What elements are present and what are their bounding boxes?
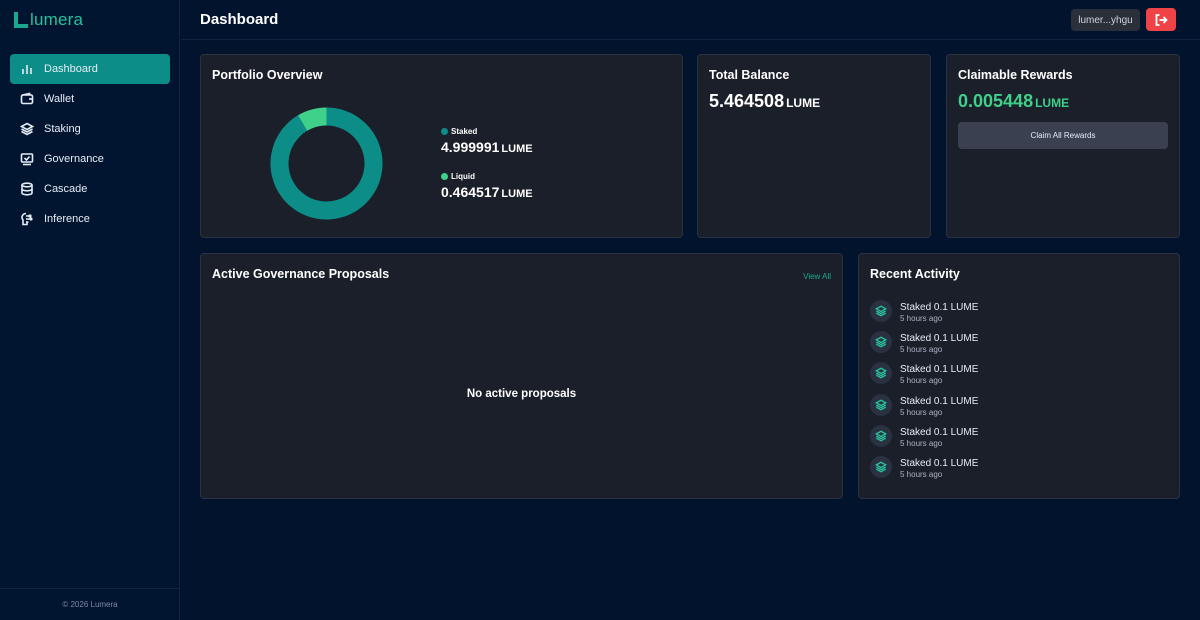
activity-time: 5 hours ago: [900, 314, 943, 323]
legend-liquid: Liquid 0.464517 LUME: [441, 172, 533, 200]
activity-title: Staked 0.1 LUME: [900, 395, 979, 407]
top-bar: Dashboard lumer...yhgu: [181, 0, 1200, 40]
wallet-address-button[interactable]: lumer...yhgu: [1071, 9, 1140, 31]
activity-title: Staked 0.1 LUME: [900, 364, 979, 376]
staked-unit: LUME: [501, 143, 533, 155]
sidebar-item-label: Staking: [44, 123, 81, 135]
card-title: Portfolio Overview: [212, 68, 323, 82]
database-icon: [21, 182, 33, 196]
rewards-amount: 0.005448 LUME: [958, 91, 1069, 112]
sidebar-item-wallet[interactable]: Wallet: [10, 84, 170, 114]
copyright-footer: © 2026 Lumera: [0, 588, 180, 620]
sidebar-item-cascade[interactable]: Cascade: [10, 174, 170, 204]
activity-item[interactable]: Staked 0.1 LUME 5 hours ago: [870, 455, 1170, 487]
card-title: Claimable Rewards: [958, 68, 1073, 82]
total-balance-card: Total Balance 5.464508 LUME: [697, 54, 931, 238]
stake-layers-icon: [870, 424, 892, 447]
lumera-logo[interactable]: lumera: [14, 10, 83, 30]
legend-staked: Staked 4.999991 LUME: [441, 127, 533, 155]
activity-time: 5 hours ago: [900, 407, 943, 417]
sidebar-item-label: Governance: [44, 153, 104, 165]
total-balance-amount: 5.464508 LUME: [709, 91, 820, 112]
activity-title: Staked 0.1 LUME: [900, 457, 979, 469]
activity-title: Staked 0.1 LUME: [900, 426, 979, 438]
portfolio-donut-chart: [270, 107, 383, 220]
stake-layers-icon: [870, 300, 892, 322]
stake-layers-icon: [870, 455, 892, 478]
logo-mark-icon: [14, 12, 28, 28]
stake-layers-icon: [870, 331, 892, 354]
sidebar-item-label: Wallet: [44, 93, 75, 105]
donut-slice-staked[interactable]: [270, 107, 383, 220]
staked-color-dot: [441, 128, 448, 135]
logo-text: lumera: [30, 10, 84, 29]
wallet-icon: [20, 92, 34, 105]
page-title: Dashboard: [200, 11, 279, 28]
bar-chart-icon: [22, 65, 32, 74]
sidebar-item-label: Dashboard: [44, 63, 98, 75]
logout-icon: [1155, 13, 1168, 26]
card-title: Active Governance Proposals: [212, 267, 390, 281]
activity-item[interactable]: Staked 0.1 LUME 5 hours ago: [870, 424, 1170, 456]
sidebar-item-inference[interactable]: Inference: [10, 204, 170, 234]
activity-time: 5 hours ago: [900, 438, 943, 448]
stake-layers-icon: [870, 393, 892, 416]
liquid-unit: LUME: [501, 188, 533, 200]
empty-state-message: No active proposals: [466, 388, 577, 400]
activity-item[interactable]: Staked 0.1 LUME 5 hours ago: [870, 393, 1170, 425]
stake-layers-icon: [870, 362, 892, 385]
activity-item[interactable]: Staked 0.1 LUME 5 hours ago: [870, 331, 1170, 362]
claimable-rewards-card: Claimable Rewards 0.005448 LUME Claim All…: [946, 54, 1180, 238]
activity-time: 5 hours ago: [900, 345, 943, 355]
activity-item[interactable]: Staked 0.1 LUME 5 hours ago: [870, 362, 1170, 393]
activity-list: Staked 0.1 LUME 5 hours ago Staked 0.1 LU…: [870, 300, 1170, 487]
governance-icon: [20, 153, 34, 166]
logout-button[interactable]: [1146, 8, 1176, 31]
activity-title: Staked 0.1 LUME: [900, 302, 979, 313]
balance-value: 5.464508: [709, 91, 785, 111]
sidebar-item-governance[interactable]: Governance: [10, 144, 170, 174]
portfolio-overview-card: Portfolio Overview Staked 4.999991 LUME L…: [200, 54, 683, 238]
activity-time: 5 hours ago: [900, 376, 943, 386]
sidebar-nav: Dashboard Wallet Staking Governance Casc…: [10, 54, 170, 234]
activity-time: 5 hours ago: [900, 469, 943, 479]
card-title: Total Balance: [709, 68, 790, 82]
staked-value: 4.999991: [441, 139, 500, 155]
liquid-color-dot: [441, 173, 448, 180]
rewards-value: 0.005448: [958, 91, 1034, 111]
legend-label: Staked: [451, 127, 478, 136]
layers-icon: [20, 122, 34, 136]
sidebar-item-staking[interactable]: Staking: [10, 114, 170, 144]
sidebar-item-dashboard[interactable]: Dashboard: [10, 54, 170, 84]
sidebar-item-label: Inference: [44, 213, 90, 225]
activity-item[interactable]: Staked 0.1 LUME 5 hours ago: [870, 300, 1170, 331]
sidebar: lumera Dashboard Wallet Staking Governan…: [0, 0, 180, 620]
sidebar-item-label: Cascade: [44, 183, 88, 195]
activity-title: Staked 0.1 LUME: [900, 333, 979, 345]
rewards-unit: LUME: [1035, 96, 1070, 110]
card-title: Recent Activity: [870, 267, 960, 281]
legend-label: Liquid: [451, 172, 475, 181]
balance-unit: LUME: [786, 96, 821, 110]
donut-slice-liquid[interactable]: [297, 107, 327, 131]
brain-icon: [21, 212, 33, 226]
recent-activity-card: Recent Activity Staked 0.1 LUME 5 hours a…: [858, 253, 1180, 499]
liquid-value: 0.464517: [441, 184, 500, 200]
view-all-link[interactable]: View All: [803, 272, 831, 281]
governance-proposals-card: Active Governance Proposals View All No …: [200, 253, 843, 499]
claim-all-rewards-button[interactable]: Claim All Rewards: [958, 122, 1168, 149]
